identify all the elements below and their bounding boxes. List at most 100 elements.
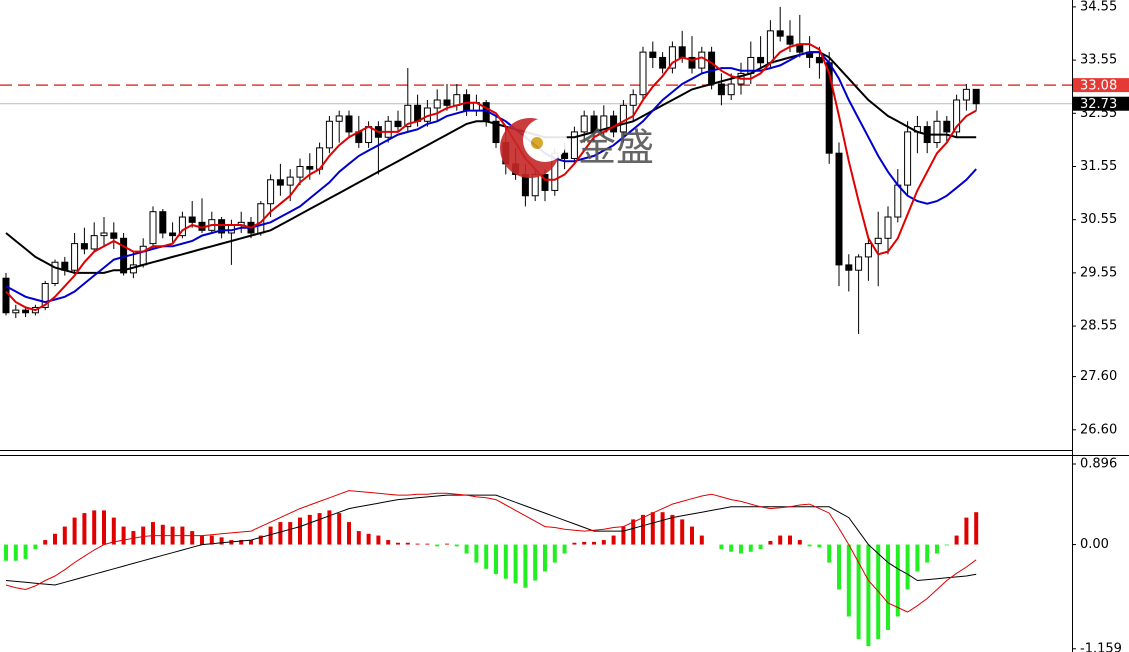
histogram-bar bbox=[474, 544, 479, 563]
y-tick-label: 31.55 bbox=[1080, 159, 1117, 174]
histogram-bar bbox=[92, 510, 97, 545]
watermark: 金盛 bbox=[500, 118, 654, 178]
candle-body bbox=[384, 120, 392, 138]
histogram-bar bbox=[386, 540, 391, 545]
histogram-bar bbox=[317, 513, 322, 545]
histogram-bar bbox=[278, 522, 283, 545]
histogram-bar bbox=[611, 535, 616, 545]
histogram-bar bbox=[915, 544, 920, 572]
histogram-bar bbox=[160, 524, 165, 545]
histogram-bar bbox=[670, 514, 675, 545]
histogram-bar bbox=[366, 533, 371, 545]
candle-body bbox=[325, 120, 333, 149]
histogram-bar bbox=[503, 544, 508, 579]
candle-body bbox=[41, 283, 49, 308]
histogram-bar bbox=[43, 540, 48, 545]
histogram-bar bbox=[435, 544, 440, 547]
candle-body bbox=[639, 51, 647, 96]
candle-body bbox=[855, 256, 863, 271]
candle-body bbox=[345, 115, 353, 133]
candle-body bbox=[953, 99, 961, 133]
histogram-bar bbox=[572, 542, 577, 545]
candle-body bbox=[71, 243, 79, 271]
candle-body bbox=[2, 277, 10, 314]
y-tick-label: 0.896 bbox=[1080, 457, 1117, 472]
candle-body bbox=[296, 165, 304, 178]
histogram-bar bbox=[327, 510, 332, 545]
histogram-bar bbox=[582, 541, 587, 545]
candle-body bbox=[943, 120, 951, 133]
histogram-bar bbox=[200, 535, 204, 545]
candle-body bbox=[874, 237, 882, 245]
candle-body bbox=[306, 165, 314, 170]
y-tick-label: 34.55 bbox=[1080, 0, 1117, 14]
price-tag-label: 32.73 bbox=[1080, 97, 1117, 112]
candle-body bbox=[698, 51, 706, 69]
candle-body bbox=[169, 232, 177, 237]
histogram-bar bbox=[719, 544, 724, 550]
candle-body bbox=[894, 184, 902, 218]
histogram-bar bbox=[621, 526, 626, 545]
histogram-bar bbox=[347, 522, 351, 545]
logo-dot bbox=[531, 137, 543, 149]
histogram-bar bbox=[102, 510, 106, 545]
candle-body bbox=[433, 99, 441, 109]
histogram-bar bbox=[817, 544, 822, 548]
histogram-bar bbox=[141, 526, 146, 545]
candle-body bbox=[335, 115, 343, 122]
histogram-bar bbox=[111, 517, 116, 545]
histogram-bar bbox=[552, 544, 557, 563]
histogram-bar bbox=[464, 544, 469, 554]
candle-body bbox=[541, 173, 549, 191]
candle-body bbox=[51, 261, 59, 285]
histogram-bar bbox=[562, 544, 567, 554]
histogram-bar bbox=[660, 512, 665, 545]
histogram-bar bbox=[4, 544, 8, 561]
candle-body bbox=[815, 56, 823, 64]
candle-body bbox=[629, 94, 637, 106]
y-tick-label: 0.00 bbox=[1080, 537, 1109, 552]
histogram-bar bbox=[445, 543, 449, 545]
histogram-bar bbox=[631, 519, 636, 545]
histogram-bar bbox=[82, 513, 87, 545]
histogram-bar bbox=[298, 517, 302, 545]
histogram-bar bbox=[592, 541, 596, 545]
histogram-bar bbox=[23, 544, 28, 559]
candle-body bbox=[727, 83, 735, 96]
histogram-bar bbox=[837, 544, 841, 590]
candle-body bbox=[394, 120, 402, 128]
price-tag bbox=[1073, 96, 1129, 111]
histogram-bar bbox=[866, 544, 871, 647]
candle-body bbox=[12, 309, 20, 314]
histogram-bar bbox=[895, 544, 900, 617]
histogram-bar bbox=[729, 544, 734, 552]
histogram-bar bbox=[954, 535, 959, 545]
histogram-bar bbox=[925, 544, 930, 563]
histogram-bar bbox=[974, 512, 979, 545]
y-tick-label: -1.159 bbox=[1080, 641, 1122, 652]
histogram-bar bbox=[151, 522, 155, 545]
histogram-bar bbox=[62, 526, 67, 545]
candle-body bbox=[835, 152, 843, 266]
candle-body bbox=[218, 219, 226, 234]
histogram-bar bbox=[484, 544, 489, 569]
candle-body bbox=[90, 235, 98, 250]
candle-body bbox=[267, 179, 275, 205]
candle-body bbox=[22, 309, 30, 314]
candle-body bbox=[443, 99, 451, 106]
candle-body bbox=[178, 216, 186, 237]
histogram-bar bbox=[396, 542, 400, 545]
histogram-bar bbox=[905, 544, 910, 590]
candle-body bbox=[561, 152, 569, 160]
histogram-bar bbox=[807, 544, 812, 547]
candle-body bbox=[776, 30, 784, 37]
histogram-bar bbox=[494, 544, 498, 575]
histogram-bar bbox=[748, 544, 753, 552]
y-tick-label: 30.55 bbox=[1080, 212, 1117, 227]
histogram-bar bbox=[72, 517, 77, 545]
candle-body bbox=[188, 216, 196, 223]
histogram-bar bbox=[856, 544, 861, 639]
histogram-bar bbox=[797, 540, 802, 545]
histogram-bar bbox=[356, 531, 361, 545]
histogram-bar bbox=[405, 542, 410, 545]
